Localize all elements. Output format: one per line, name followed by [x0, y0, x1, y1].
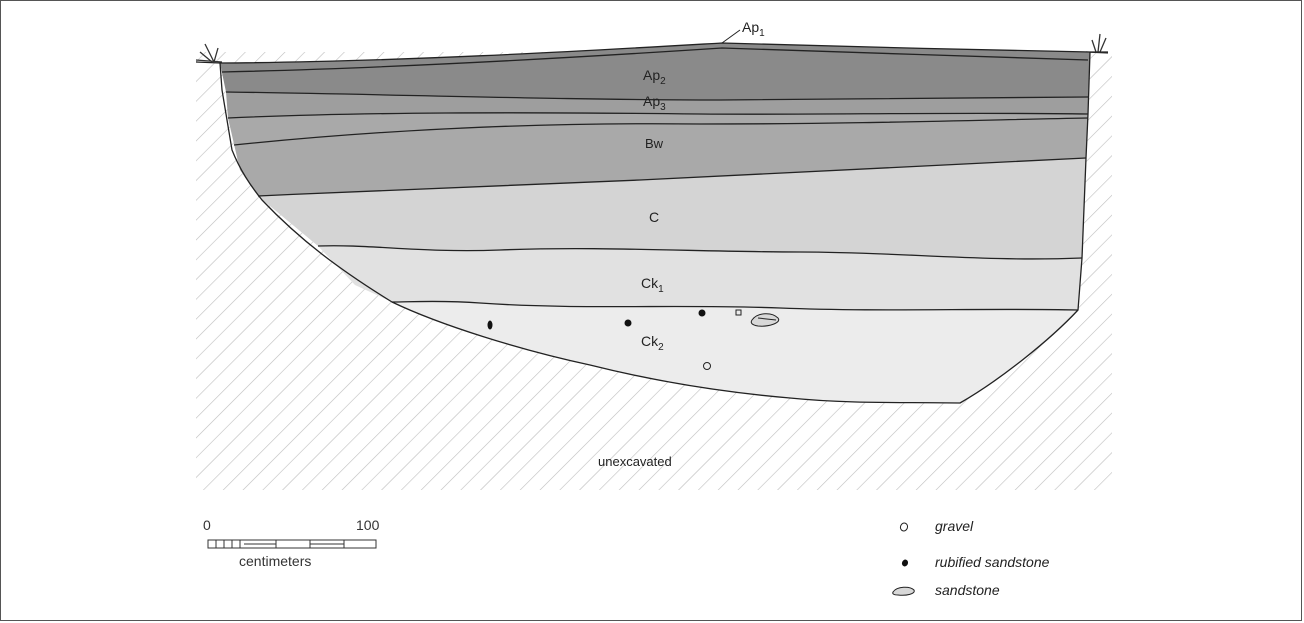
- legend-item-rubified-sandstone: rubified sandstone: [901, 554, 1050, 570]
- horizon-label-ck1: Ck1: [641, 275, 664, 295]
- rubified-sandstone-icon: [698, 309, 706, 317]
- legend: gravel rubified sandstone sandstone: [892, 518, 1050, 598]
- horizon-label-ap3: Ap3: [643, 93, 666, 113]
- legend-label-sandstone: sandstone: [935, 582, 1000, 598]
- horizon-ap3-fill: [226, 92, 1088, 118]
- inclusions: [487, 309, 780, 370]
- boundary-ck1-ck2: [391, 300, 1079, 311]
- boundary-ap2-ap3: [225, 91, 1089, 101]
- scale-bar-outline: [207, 539, 377, 549]
- horizon-c-fill: [258, 158, 1086, 259]
- rubified-sandstone-icon: [901, 559, 909, 567]
- horizon-label-ap2: Ap2: [643, 67, 666, 87]
- excavation-outline: [219, 51, 1091, 404]
- boundary-bw-internal: [233, 117, 1089, 146]
- ground-surface-line: [195, 42, 1108, 64]
- scale-bar-ticks: [215, 540, 345, 548]
- unexcavated-label: unexcavated: [598, 454, 672, 469]
- left-vegetation-mark: [195, 43, 223, 63]
- horizon-ck2-fill: [392, 301, 1078, 403]
- boundary-ap3-bw: [227, 112, 1089, 119]
- horizon-label-ap1: Ap1: [742, 19, 765, 39]
- right-vegetation-mark: [1085, 33, 1109, 54]
- sandstone-icon: [750, 313, 780, 327]
- boundary-bw-c: [257, 157, 1087, 197]
- ap1-leader-line: [721, 29, 741, 44]
- scale-unit-label: centimeters: [239, 553, 311, 569]
- scale-bar: 0 100 centimeters: [203, 517, 380, 569]
- horizon-bw-fill: [228, 112, 1088, 196]
- horizon-label-bw: Bw: [645, 136, 664, 151]
- gravel-icon: [735, 309, 742, 316]
- gravel-icon: [703, 362, 711, 370]
- horizon-label-c: C: [649, 209, 659, 225]
- horizon-label-ck2: Ck2: [641, 333, 664, 353]
- scale-end-label: 100: [356, 517, 380, 533]
- legend-label-gravel: gravel: [935, 518, 974, 534]
- rubified-sandstone-icon: [624, 319, 632, 327]
- rubified-sandstone-icon: [487, 320, 493, 330]
- horizon-ap2-fill: [220, 43, 1090, 100]
- gravel-icon: [899, 522, 909, 532]
- horizon-labels: Ap1 Ap2 Ap3 Bw C Ck1 Ck2: [641, 19, 765, 353]
- legend-label-rubified-sandstone: rubified sandstone: [935, 554, 1050, 570]
- horizon-ck1-fill: [318, 245, 1082, 310]
- boundary-c-ck1: [317, 245, 1083, 260]
- boundary-ap1-ap2: [221, 47, 1089, 73]
- legend-item-sandstone: sandstone: [892, 582, 1000, 598]
- scale-start-label: 0: [203, 517, 211, 533]
- legend-item-gravel: gravel: [899, 518, 974, 534]
- sandstone-icon: [892, 586, 915, 596]
